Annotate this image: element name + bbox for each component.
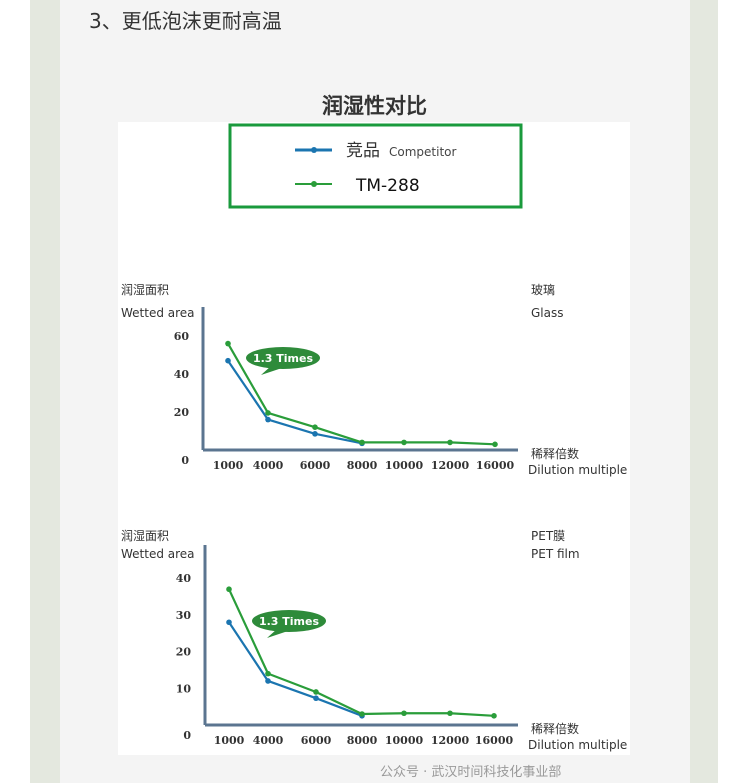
x-axis-label-cn: 稀释倍数 <box>531 721 579 736</box>
watermark: 公众号 · 武汉时间科技化事业部 <box>380 765 562 780</box>
y-tick-label: 40 <box>174 368 190 381</box>
x-tick-label: 10000 <box>385 734 424 747</box>
annotation-bubble: 1.3 Times <box>246 347 320 375</box>
data-point-tm288 <box>359 711 365 717</box>
chart-svg: 竞品 Competitor TM-288 润湿面积 Wetted area 玻璃 Gl… <box>121 123 627 752</box>
bubble-body <box>246 347 320 369</box>
data-point-tm288 <box>401 439 407 446</box>
substrate-label-cn: PET膜 <box>531 529 565 543</box>
y-tick-label: 20 <box>176 646 192 659</box>
y-tick-label: 10 <box>176 682 192 695</box>
x-axis-label-en: Dilution multiple <box>528 738 627 752</box>
series-line-tm288 <box>228 588 495 717</box>
y-tick-label: 30 <box>176 609 192 622</box>
x-tick-label: 6000 <box>301 734 332 747</box>
y-axis-label-cn: 润湿面积 <box>121 282 169 297</box>
x-tick-label: 12000 <box>431 459 470 472</box>
x-tick-label: 16000 <box>475 734 514 747</box>
x-tick-label: 12000 <box>431 734 470 747</box>
data-point-tm288 <box>447 710 453 717</box>
bubble-body <box>252 610 326 632</box>
x-tick-label: 4000 <box>253 459 284 472</box>
page-background-right <box>690 0 718 783</box>
x-axis-label-cn: 稀释倍数 <box>531 446 579 461</box>
x-tick-label: 1000 <box>213 459 244 472</box>
legend-tm288: TM-288 <box>355 176 420 196</box>
data-point-tm288 <box>265 410 271 416</box>
legend-competitor-en: Competitor <box>389 145 456 159</box>
series-line-competitor <box>227 360 363 445</box>
data-point-competitor <box>225 357 231 364</box>
x-tick-label: 8000 <box>347 459 378 472</box>
page-background-left <box>30 0 60 783</box>
y-tick-label: 0 <box>181 454 189 467</box>
substrate-label-en: Glass <box>531 306 564 320</box>
data-point-tm288 <box>447 439 453 446</box>
x-tick-label: 1000 <box>214 734 245 747</box>
data-point-tm288 <box>401 710 407 717</box>
substrate-label-en: PET film <box>531 547 580 561</box>
y-axis-label-en: Wetted area <box>121 306 195 320</box>
data-point-tm288 <box>225 340 231 347</box>
data-point-tm288 <box>492 441 498 448</box>
annotation-text: 1.3 Times <box>253 352 314 365</box>
y-axis-label-cn: 润湿面积 <box>121 528 169 543</box>
data-point-tm288 <box>359 439 365 446</box>
series-line-competitor <box>228 621 363 717</box>
x-tick-label: 8000 <box>347 734 378 747</box>
y-tick-label: 60 <box>174 330 190 343</box>
data-point-tm288 <box>312 424 318 431</box>
data-point-tm288 <box>491 713 497 719</box>
x-tick-label: 4000 <box>253 734 284 747</box>
chart-title: 润湿性对比 <box>322 94 427 118</box>
annotation-text: 1.3 Times <box>259 615 320 628</box>
pet-film-chart: 润湿面积 Wetted area PET膜 PET film 稀释倍数 Dilution … <box>121 528 627 752</box>
legend-competitor-marker <box>311 147 317 153</box>
annotation-bubble: 1.3 Times <box>252 610 326 638</box>
x-tick-label: 10000 <box>385 459 424 472</box>
data-point-tm288 <box>226 586 232 593</box>
legend: 竞品 Competitor TM-288 <box>228 123 523 209</box>
x-tick-label: 16000 <box>476 459 515 472</box>
chart-figure: 竞品 Competitor TM-288 润湿面积 Wetted area 玻璃 Gl… <box>118 122 630 755</box>
glass-chart: 润湿面积 Wetted area 玻璃 Glass 稀释倍数 Dilution multi… <box>121 282 627 477</box>
data-point-competitor <box>226 619 232 626</box>
y-tick-label: 0 <box>183 729 191 742</box>
y-tick-label: 40 <box>176 572 192 585</box>
data-point-tm288 <box>313 689 319 695</box>
legend-tm288-marker <box>311 181 317 187</box>
y-axis-label-en: Wetted area <box>121 547 195 561</box>
section-heading: 3、更低泡沫更耐高温 <box>89 9 282 33</box>
legend-border <box>228 123 523 209</box>
legend-competitor-cn: 竞品 <box>346 141 380 161</box>
data-point-competitor <box>265 678 271 684</box>
data-point-tm288 <box>265 670 271 677</box>
y-tick-label: 20 <box>174 406 190 419</box>
x-tick-label: 6000 <box>300 459 331 472</box>
data-point-competitor <box>265 416 271 423</box>
data-point-competitor <box>312 431 318 437</box>
x-axis-label-en: Dilution multiple <box>528 463 627 477</box>
substrate-label-cn: 玻璃 <box>531 283 555 297</box>
data-point-competitor <box>313 695 319 702</box>
